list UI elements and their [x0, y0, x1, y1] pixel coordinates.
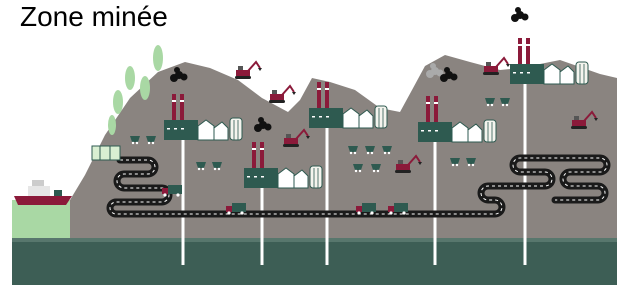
warehouse — [92, 146, 120, 160]
ship — [14, 180, 72, 205]
illustration: Zone minée — [0, 0, 617, 292]
title: Zone minée — [20, 1, 168, 32]
